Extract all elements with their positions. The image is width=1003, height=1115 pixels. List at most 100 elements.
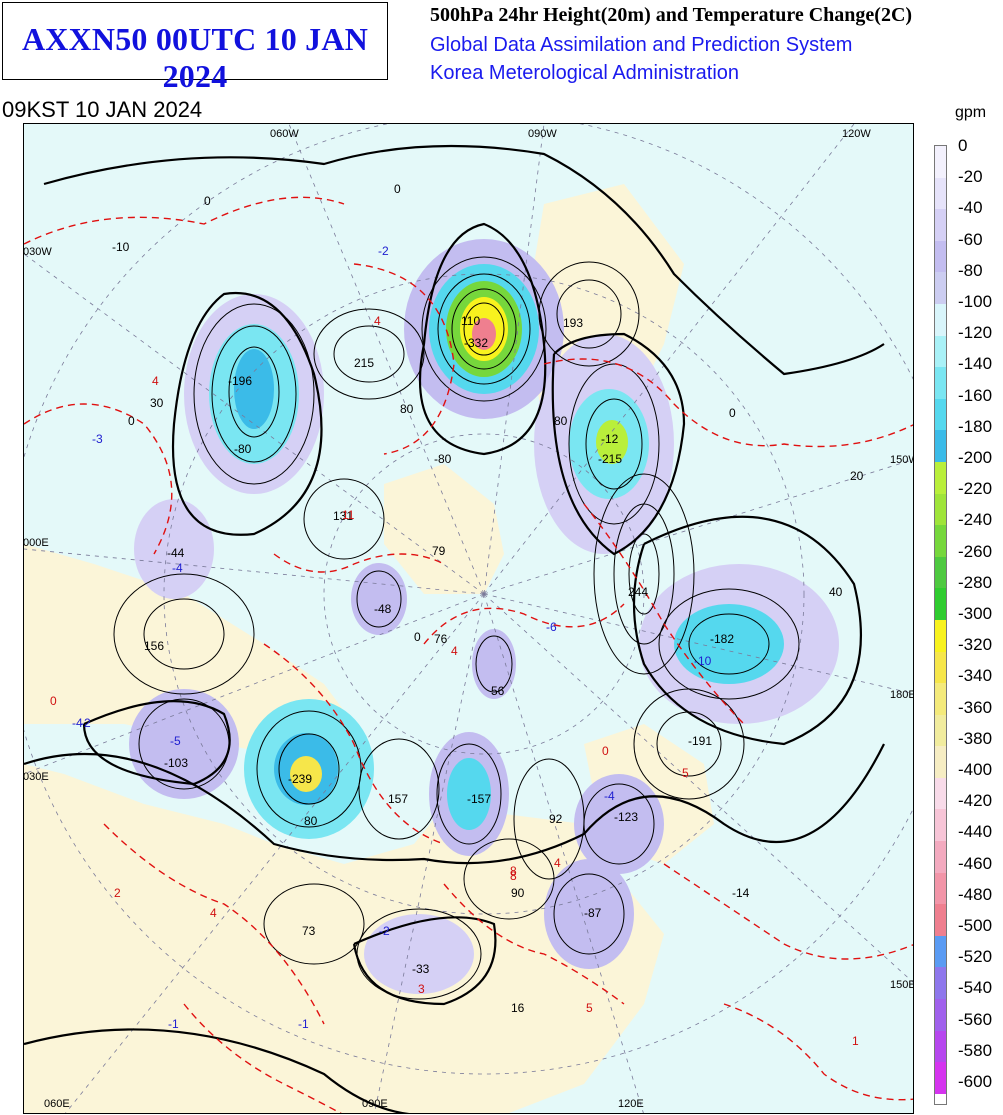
trough-shading-10 [351, 563, 407, 635]
temperature-change-value: -3 [92, 432, 103, 446]
height-change-value: -332 [464, 336, 489, 350]
lat-label-000e: 000E [23, 537, 49, 549]
colorbar-cell [935, 683, 946, 715]
temperature-change-value: -1 [298, 1017, 309, 1031]
height-change-value: 90 [511, 886, 525, 900]
colorbar-label: -380 [958, 728, 993, 748]
colorbar-cell [935, 588, 946, 620]
colorbar-unit: gpm [955, 104, 987, 121]
temperature-change-value: 8 [510, 864, 517, 878]
height-change-value: 56 [491, 684, 505, 698]
height-change-value: 0 [729, 406, 736, 420]
colorbar-label: -140 [958, 354, 993, 374]
trough-shading-12 [364, 914, 474, 994]
height-change-value: -12 [601, 432, 619, 446]
temperature-change-value: -4 [604, 789, 615, 803]
colorbar-cell [935, 146, 946, 178]
height-change-value: -191 [688, 734, 713, 748]
temperature-change-value: -2 [378, 244, 389, 258]
colorbar-label: -220 [958, 479, 993, 499]
colorbar-cell [935, 935, 946, 968]
height-change-value: 110 [461, 314, 481, 328]
colorbar-cell [935, 967, 946, 1000]
height-change-value: 40 [829, 585, 843, 599]
colorbar-cell [935, 746, 946, 778]
height-change-value: -157 [467, 792, 492, 806]
temperature-change-value: 2 [114, 886, 121, 900]
height-change-value: -44 [167, 546, 185, 560]
lat-label-030w: 030W [23, 246, 52, 258]
colorbar-cell [935, 714, 946, 747]
height-change-value: -87 [584, 906, 602, 920]
colorbar-cell [935, 904, 946, 936]
colorbar-label: -300 [958, 604, 993, 623]
landmass-europe [24, 544, 354, 764]
colorbar-label: 0 [958, 136, 968, 155]
colorbar-label: -320 [958, 635, 993, 655]
product-code-box: AXXN50 00UTC 10 JAN 2024 [2, 2, 388, 94]
trough-shading-2e [472, 318, 496, 350]
temperature-change-value: -2 [379, 924, 390, 938]
colorbar-label: -120 [958, 323, 993, 343]
colorbar-label: -520 [958, 947, 993, 967]
temperature-change-value: 4 [554, 856, 561, 870]
temperature-change-value: -6 [546, 620, 557, 634]
colorbar-label: -180 [958, 416, 993, 436]
polar-stereographic-map: 060W 090W 120W 060E 090E 120E 030W 000E … [23, 123, 914, 1114]
height-change-value: 79 [432, 544, 446, 558]
product-code-title: AXXN50 00UTC 10 JAN 2024 [21, 21, 369, 94]
trough-shading-5 [129, 689, 239, 799]
trough-shading-8 [574, 774, 664, 874]
lat-label-180e: 180E [890, 689, 914, 701]
temperature-change-value: -5 [170, 734, 181, 748]
height-change-value: -48 [374, 602, 392, 616]
temperature-contours [24, 196, 913, 1113]
lon-label-090w: 090W [528, 128, 557, 140]
height-change-value: -103 [164, 756, 189, 770]
colorbar-cell [935, 1030, 946, 1063]
colorbar-label: -340 [958, 666, 993, 686]
lat-label-030e: 030E [23, 771, 49, 783]
height-change-value: 20 [850, 469, 864, 483]
temperature-change-value: 5 [682, 766, 689, 780]
colorbar-cell [935, 272, 946, 304]
colorbar-cell [935, 556, 946, 589]
height-change-value: -182 [710, 632, 735, 646]
height-change-value: 80 [304, 814, 318, 828]
trough-shading-11 [472, 629, 516, 699]
height-change-value: 0 [394, 182, 401, 196]
colorbar-cell [935, 461, 946, 494]
temperature-change-value: -10 [694, 654, 712, 668]
colorbar-cell [935, 430, 946, 462]
lon-label-060w: 060W [270, 128, 299, 140]
temperature-change-value: -1 [168, 1017, 179, 1031]
colorbar-label: -20 [958, 167, 983, 187]
lat-label-150w: 150W [890, 454, 913, 466]
colorbar-cell [935, 493, 946, 526]
temperature-change-value: 1 [852, 1034, 859, 1048]
height-change-value: -215 [598, 452, 623, 466]
colorbar-label: -80 [958, 260, 983, 280]
colorbar-label: -360 [958, 697, 993, 717]
temperature-change-value: -2 [80, 716, 91, 730]
landmass-asia [24, 764, 664, 1113]
colorbar-label: -60 [958, 229, 983, 249]
height-change-value: 157 [388, 792, 409, 806]
agency-name: Korea Meterological Administration [430, 62, 740, 84]
colorbar-cell [935, 398, 946, 431]
temperature-change-value: -4 [172, 561, 183, 575]
temperature-change-value: -4 [72, 716, 83, 730]
trough-shading-1c [234, 349, 274, 429]
colorbar-label: -600 [958, 1072, 993, 1091]
valid-time: 09KST 10 JAN 2024 [2, 97, 203, 122]
lat-label-150e: 150E [890, 979, 914, 991]
colorbar-cell [935, 651, 946, 684]
height-change-value: 193 [563, 316, 584, 330]
height-change-value: 156 [144, 639, 165, 653]
colorbar-label: -280 [958, 572, 993, 592]
trough-shading-4b [674, 604, 784, 684]
colorbar-label: -500 [958, 916, 993, 935]
trough-shading-3c [596, 420, 628, 464]
height-change-value: 73 [302, 924, 316, 938]
colorbar-label: -560 [958, 1009, 993, 1029]
